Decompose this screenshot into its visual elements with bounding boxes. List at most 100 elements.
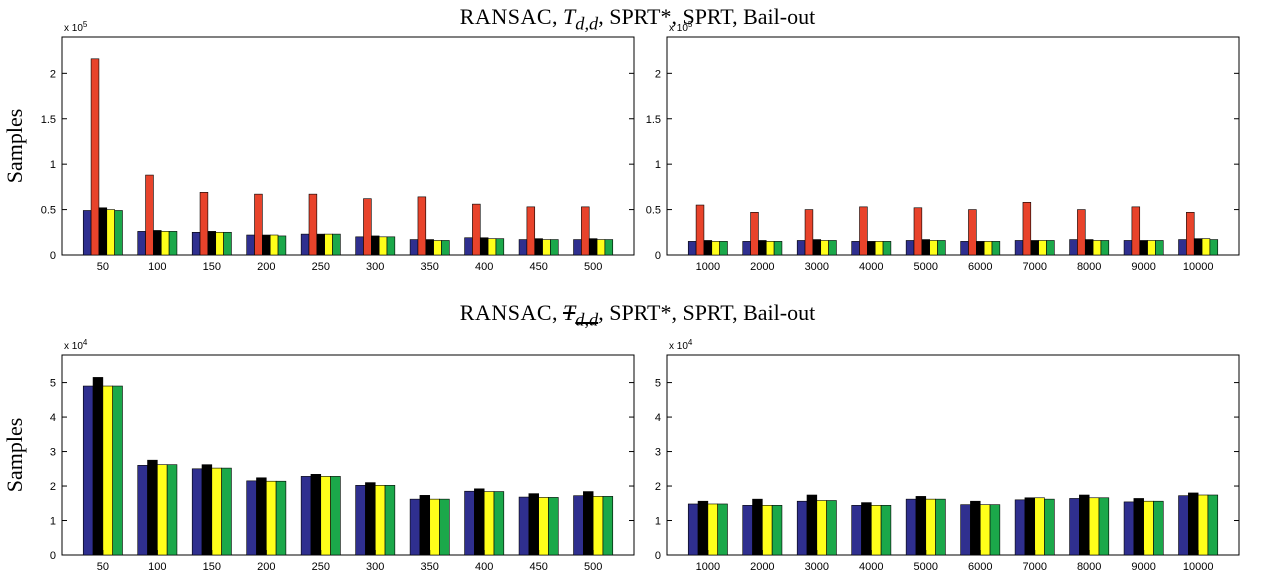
x-tick-label: 5000 bbox=[914, 261, 938, 273]
bar-1000-series-1 bbox=[687, 503, 699, 556]
x-tick-label: 500 bbox=[584, 261, 602, 273]
bar-400-series-1 bbox=[464, 237, 473, 256]
bar-200-series-3 bbox=[265, 480, 277, 556]
x-tick-label: 6000 bbox=[968, 561, 992, 573]
bar-150-series-2 bbox=[201, 464, 213, 556]
bar-100-series-1 bbox=[137, 231, 146, 256]
bar-6000-series-2 bbox=[970, 500, 981, 556]
bar-8000-series-4 bbox=[1092, 240, 1102, 256]
bar-2000-series-4 bbox=[771, 505, 783, 556]
bar-150-series-4 bbox=[215, 231, 224, 256]
y-tick-label: 0.5 bbox=[41, 205, 56, 217]
bar-400-series-4 bbox=[493, 491, 505, 556]
bar-7000-series-5 bbox=[1046, 240, 1055, 256]
bar-100-series-5 bbox=[168, 231, 178, 256]
bar-50-series-4 bbox=[112, 385, 123, 556]
bar-500-series-5 bbox=[604, 239, 614, 256]
bar-200-series-1 bbox=[246, 480, 257, 556]
bar-5000-series-1 bbox=[905, 240, 915, 256]
y-axis-label: Samples bbox=[2, 109, 27, 184]
y-tick-label: 1 bbox=[50, 516, 56, 528]
x-tick-label: 450 bbox=[529, 561, 547, 573]
bar-250-series-3 bbox=[320, 476, 331, 556]
x-tick-label: 250 bbox=[312, 261, 330, 273]
bar-9000-series-2 bbox=[1133, 498, 1144, 556]
x-tick-label: 7000 bbox=[1022, 261, 1046, 273]
bar-3000-series-2 bbox=[804, 209, 814, 256]
x-tick-label: 3000 bbox=[805, 261, 829, 273]
bar-2000-series-5 bbox=[773, 241, 783, 256]
bar-4000-series-4 bbox=[880, 505, 892, 556]
bar-9000-series-4 bbox=[1153, 500, 1164, 556]
x-tick-label: 1000 bbox=[696, 261, 720, 273]
bar-450-series-3 bbox=[538, 497, 549, 556]
chart-panel-4: 0 1 2 3 4 5 x 104 1000 2000 3000 4000 5000 6000 7000 8… bbox=[655, 338, 1240, 573]
bar-50-series-1 bbox=[82, 385, 94, 556]
y-exponent-label: x 105 bbox=[64, 20, 88, 34]
bar-10000-series-2 bbox=[1188, 492, 1199, 556]
bar-4000-series-2 bbox=[859, 206, 868, 256]
bar-200-series-2 bbox=[254, 193, 263, 256]
bar-500-series-1 bbox=[573, 239, 582, 256]
bar-10000-series-5 bbox=[1209, 239, 1219, 256]
bar-250-series-4 bbox=[324, 233, 333, 256]
bar-9000-series-1 bbox=[1123, 501, 1135, 556]
bar-7000-series-1 bbox=[1014, 240, 1024, 256]
x-tick-label: 7000 bbox=[1022, 561, 1046, 573]
bar-6000-series-5 bbox=[991, 241, 1001, 256]
x-tick-label: 100 bbox=[148, 261, 166, 273]
bar-100-series-3 bbox=[157, 464, 168, 556]
bar-500-series-4 bbox=[602, 496, 614, 556]
bar-350-series-5 bbox=[441, 240, 450, 256]
bar-300-series-4 bbox=[378, 236, 388, 256]
title-ransac: RANSAC bbox=[459, 300, 553, 325]
bar-10000-series-3 bbox=[1197, 494, 1209, 556]
bar-500-series-2 bbox=[583, 491, 594, 556]
y-tick-label: 0 bbox=[655, 250, 661, 262]
bar-300-series-5 bbox=[386, 236, 396, 256]
bar-5000-series-1 bbox=[905, 498, 917, 556]
bar-300-series-1 bbox=[355, 236, 364, 256]
bar-10000-series-2 bbox=[1186, 212, 1195, 256]
bar-10000-series-1 bbox=[1178, 239, 1187, 256]
bar-400-series-1 bbox=[464, 490, 475, 556]
y-tick-label: 4 bbox=[50, 412, 56, 424]
bar-1000-series-4 bbox=[717, 503, 728, 556]
bar-1000-series-3 bbox=[707, 503, 718, 556]
y-tick-label: 0 bbox=[50, 550, 56, 562]
bar-2000-series-4 bbox=[765, 241, 775, 256]
chart-panel-1: 0 0.5 1 1.5 2 x 105 Samples 50 100 150 200 250 300 35… bbox=[2, 20, 635, 273]
bar-350-series-2 bbox=[417, 196, 427, 256]
bar-150-series-1 bbox=[191, 468, 203, 556]
x-tick-label: 450 bbox=[529, 261, 547, 273]
bar-9000-series-2 bbox=[1131, 206, 1141, 256]
bar-6000-series-4 bbox=[983, 241, 993, 256]
bar-300-series-4 bbox=[384, 485, 396, 556]
bar-2000-series-1 bbox=[742, 241, 751, 256]
chart-panel-3: 0 1 2 3 4 5 x 104 Samples 50 100 150 200 250 300 350 40… bbox=[2, 338, 635, 573]
x-tick-label: 5000 bbox=[914, 561, 938, 573]
bar-200-series-4 bbox=[275, 480, 287, 556]
x-tick-label: 4000 bbox=[859, 561, 883, 573]
bar-450-series-2 bbox=[528, 493, 539, 556]
x-tick-label: 150 bbox=[203, 561, 221, 573]
axes-box bbox=[666, 354, 1240, 556]
x-tick-label: 350 bbox=[421, 561, 439, 573]
bar-450-series-5 bbox=[550, 239, 559, 256]
x-tick-label: 2000 bbox=[750, 561, 774, 573]
bar-450-series-4 bbox=[542, 239, 551, 256]
bar-450-series-2 bbox=[526, 206, 536, 256]
bar-2000-series-1 bbox=[742, 505, 753, 556]
y-exponent-label: x 104 bbox=[669, 338, 693, 352]
bar-100-series-1 bbox=[137, 465, 148, 556]
axes-box bbox=[666, 36, 1240, 256]
bar-5000-series-4 bbox=[929, 240, 938, 256]
bar-9000-series-1 bbox=[1123, 240, 1133, 256]
bar-8000-series-5 bbox=[1100, 240, 1110, 256]
bar-50-series-1 bbox=[82, 210, 92, 256]
bar-7000-series-3 bbox=[1034, 497, 1045, 556]
title-sep: , bbox=[552, 4, 564, 29]
bar-450-series-4 bbox=[548, 497, 559, 556]
bar-4000-series-1 bbox=[851, 241, 860, 256]
y-exponent-label: x 105 bbox=[669, 20, 693, 34]
